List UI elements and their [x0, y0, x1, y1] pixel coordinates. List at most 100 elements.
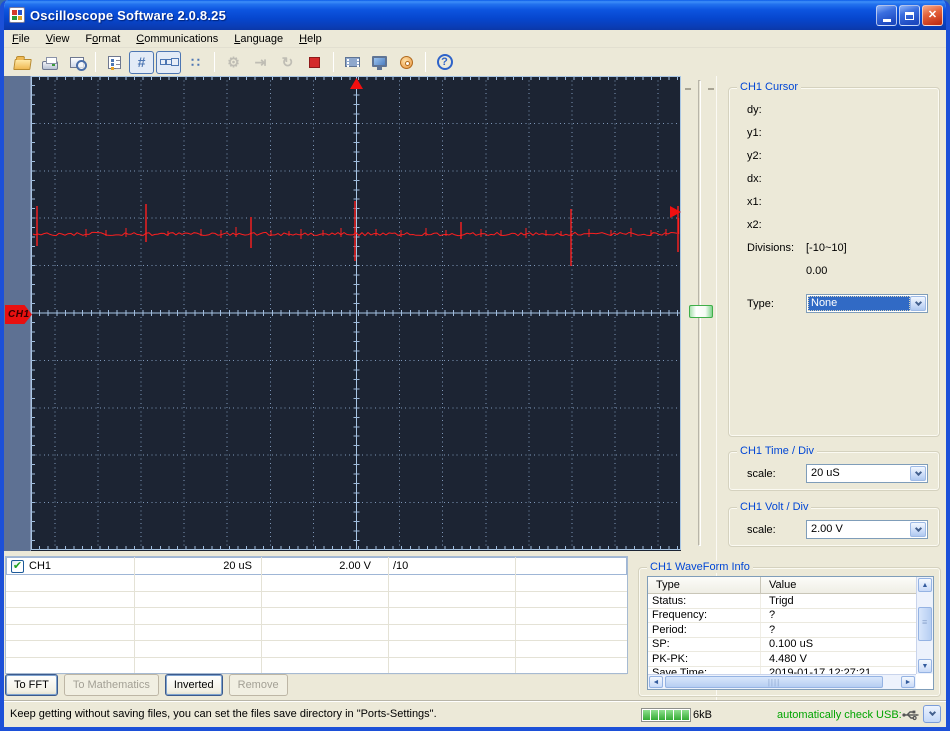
monitor-icon	[372, 55, 387, 70]
stop-button[interactable]	[302, 51, 327, 74]
panel-separator	[716, 76, 717, 700]
open-file-button[interactable]	[10, 51, 35, 74]
channel-actions: To FFT To Mathematics Inverted Remove	[5, 674, 288, 696]
screenshot-button[interactable]	[367, 51, 392, 74]
menu-bar: File View Format Communications Language Help	[4, 30, 946, 48]
scrollbar-thumb[interactable]	[918, 607, 932, 641]
ch1-volt-div-group: CH1 Volt / Div scale: 2.00 V	[728, 501, 940, 547]
volt-scale-label: scale:	[747, 523, 776, 536]
channel-checkbox[interactable]: ✔	[11, 559, 24, 573]
ch1-time-div-group: CH1 Time / Div scale: 20 uS	[728, 445, 940, 491]
vertical-scrollbar[interactable]: ▲ ▼	[916, 577, 933, 674]
ch1-cursor-group: CH1 Cursor dy: y1: y2: dx: x1: x2: Divis…	[728, 81, 940, 437]
scroll-up-button[interactable]: ▲	[918, 578, 932, 592]
menu-help[interactable]: Help	[299, 32, 322, 45]
ch1-marker-label: CH1	[8, 309, 30, 320]
menu-communications[interactable]: Communications	[136, 32, 219, 45]
channel-row-empty	[6, 625, 627, 642]
channel-row-ch1[interactable]: ✔ CH1 20 uS 2.00 V /10	[6, 557, 627, 575]
usb-check-label: automatically check USB:	[777, 709, 902, 721]
waveform-info-row: Period:?	[648, 623, 916, 638]
status-bar: Keep getting without saving files, you c…	[4, 700, 946, 727]
usb-icon	[902, 709, 919, 724]
line-style-toggle-button[interactable]	[156, 50, 181, 74]
combo-arrow-button[interactable]	[910, 296, 926, 311]
ch1-position-marker[interactable]: CH1	[5, 305, 32, 324]
channel-row-empty	[6, 641, 627, 658]
menu-format[interactable]: Format	[85, 32, 121, 45]
volt-scale-select[interactable]: 2.00 V	[806, 520, 928, 539]
dashline-icon	[160, 59, 177, 65]
info-type: PK-PK:	[648, 652, 761, 666]
y1-label: y1:	[747, 127, 762, 139]
combo-arrow-button[interactable]	[910, 522, 926, 537]
toolbar-separator	[214, 52, 215, 72]
inverted-button[interactable]: Inverted	[164, 674, 223, 696]
cursor-type-label: Type:	[747, 297, 774, 310]
burn-save-button[interactable]	[394, 51, 419, 74]
channel-table: ✔ CH1 20 uS 2.00 V /10	[5, 556, 628, 675]
cursor-type-select[interactable]: None	[806, 294, 928, 313]
menu-file[interactable]: File	[12, 32, 30, 45]
chevron-down-icon	[914, 468, 922, 476]
toolbar-separator	[425, 52, 426, 72]
info-type: Status:	[648, 594, 761, 608]
cd-icon	[400, 55, 413, 69]
dot-style-button[interactable]: ∷	[183, 51, 208, 74]
grid-toggle-button[interactable]: #	[129, 50, 154, 74]
waveform-info-header: Type Value	[648, 577, 916, 594]
time-scale-select[interactable]: 20 uS	[806, 464, 928, 483]
maximize-button[interactable]	[899, 5, 920, 26]
info-value: 2019-01-17 12:27:21	[769, 667, 872, 674]
ch1-waveform-info-group: CH1 WaveForm Info Type Value Status: Trig…	[638, 561, 941, 697]
waveform-info-row: PK-PK: 4.480 V	[648, 652, 916, 667]
info-type: SP:	[648, 637, 761, 651]
folder-icon	[13, 58, 32, 70]
waveform-info-row: SP: 0.100 uS	[648, 637, 916, 652]
toolbar-separator	[95, 52, 96, 72]
minimize-icon	[882, 18, 891, 22]
waveform-info-row: Frequency:?	[648, 608, 916, 623]
refresh-button: ↻	[275, 51, 300, 74]
minimize-button[interactable]	[876, 5, 897, 26]
ch1-cursor-group-title: CH1 Cursor	[737, 81, 802, 93]
dy-label: dy:	[747, 104, 762, 116]
scope-display[interactable]	[31, 76, 681, 551]
scroll-right-button[interactable]: ►	[901, 676, 915, 688]
combo-arrow-button[interactable]	[910, 466, 926, 481]
time-scale-label: scale:	[747, 467, 776, 480]
info-value: 4.480 V	[769, 652, 807, 665]
to-fft-button[interactable]: To FFT	[5, 674, 58, 696]
app-icon	[9, 7, 25, 23]
slider-tick	[708, 88, 714, 90]
usb-dropdown-button[interactable]	[923, 705, 941, 723]
help-button[interactable]: ?	[432, 51, 457, 74]
divisions-label: Divisions:	[747, 242, 795, 254]
info-type: Save Time:	[648, 666, 761, 674]
preview-icon	[69, 56, 87, 71]
menu-language[interactable]: Language	[234, 32, 284, 45]
printer-icon	[41, 56, 58, 70]
gears-icon: ⚙	[227, 54, 240, 70]
info-type: Frequency:	[648, 608, 761, 622]
scrollbar-thumb[interactable]	[665, 676, 883, 688]
channel-name: CH1	[29, 560, 52, 572]
channel-list-button[interactable]	[102, 51, 127, 74]
scroll-down-button[interactable]: ▼	[918, 659, 932, 673]
print-button[interactable]	[37, 51, 62, 74]
dots-icon: ∷	[191, 54, 200, 70]
volt-div-group-title: CH1 Volt / Div	[737, 501, 812, 513]
close-button[interactable]: ✕	[922, 5, 943, 26]
trigger-slider-thumb[interactable]	[689, 305, 713, 318]
film-icon	[345, 57, 360, 67]
scroll-left-button[interactable]: ◄	[649, 676, 663, 688]
progress-block	[658, 710, 666, 720]
chevron-down-icon	[914, 298, 922, 306]
print-preview-button[interactable]	[64, 51, 89, 74]
horizontal-scrollbar[interactable]: ◄ ►	[648, 674, 916, 689]
divisions-range: [-10~10]	[806, 242, 847, 254]
menu-view[interactable]: View	[45, 32, 70, 45]
record-button[interactable]	[340, 51, 365, 74]
maximize-icon	[905, 11, 914, 20]
